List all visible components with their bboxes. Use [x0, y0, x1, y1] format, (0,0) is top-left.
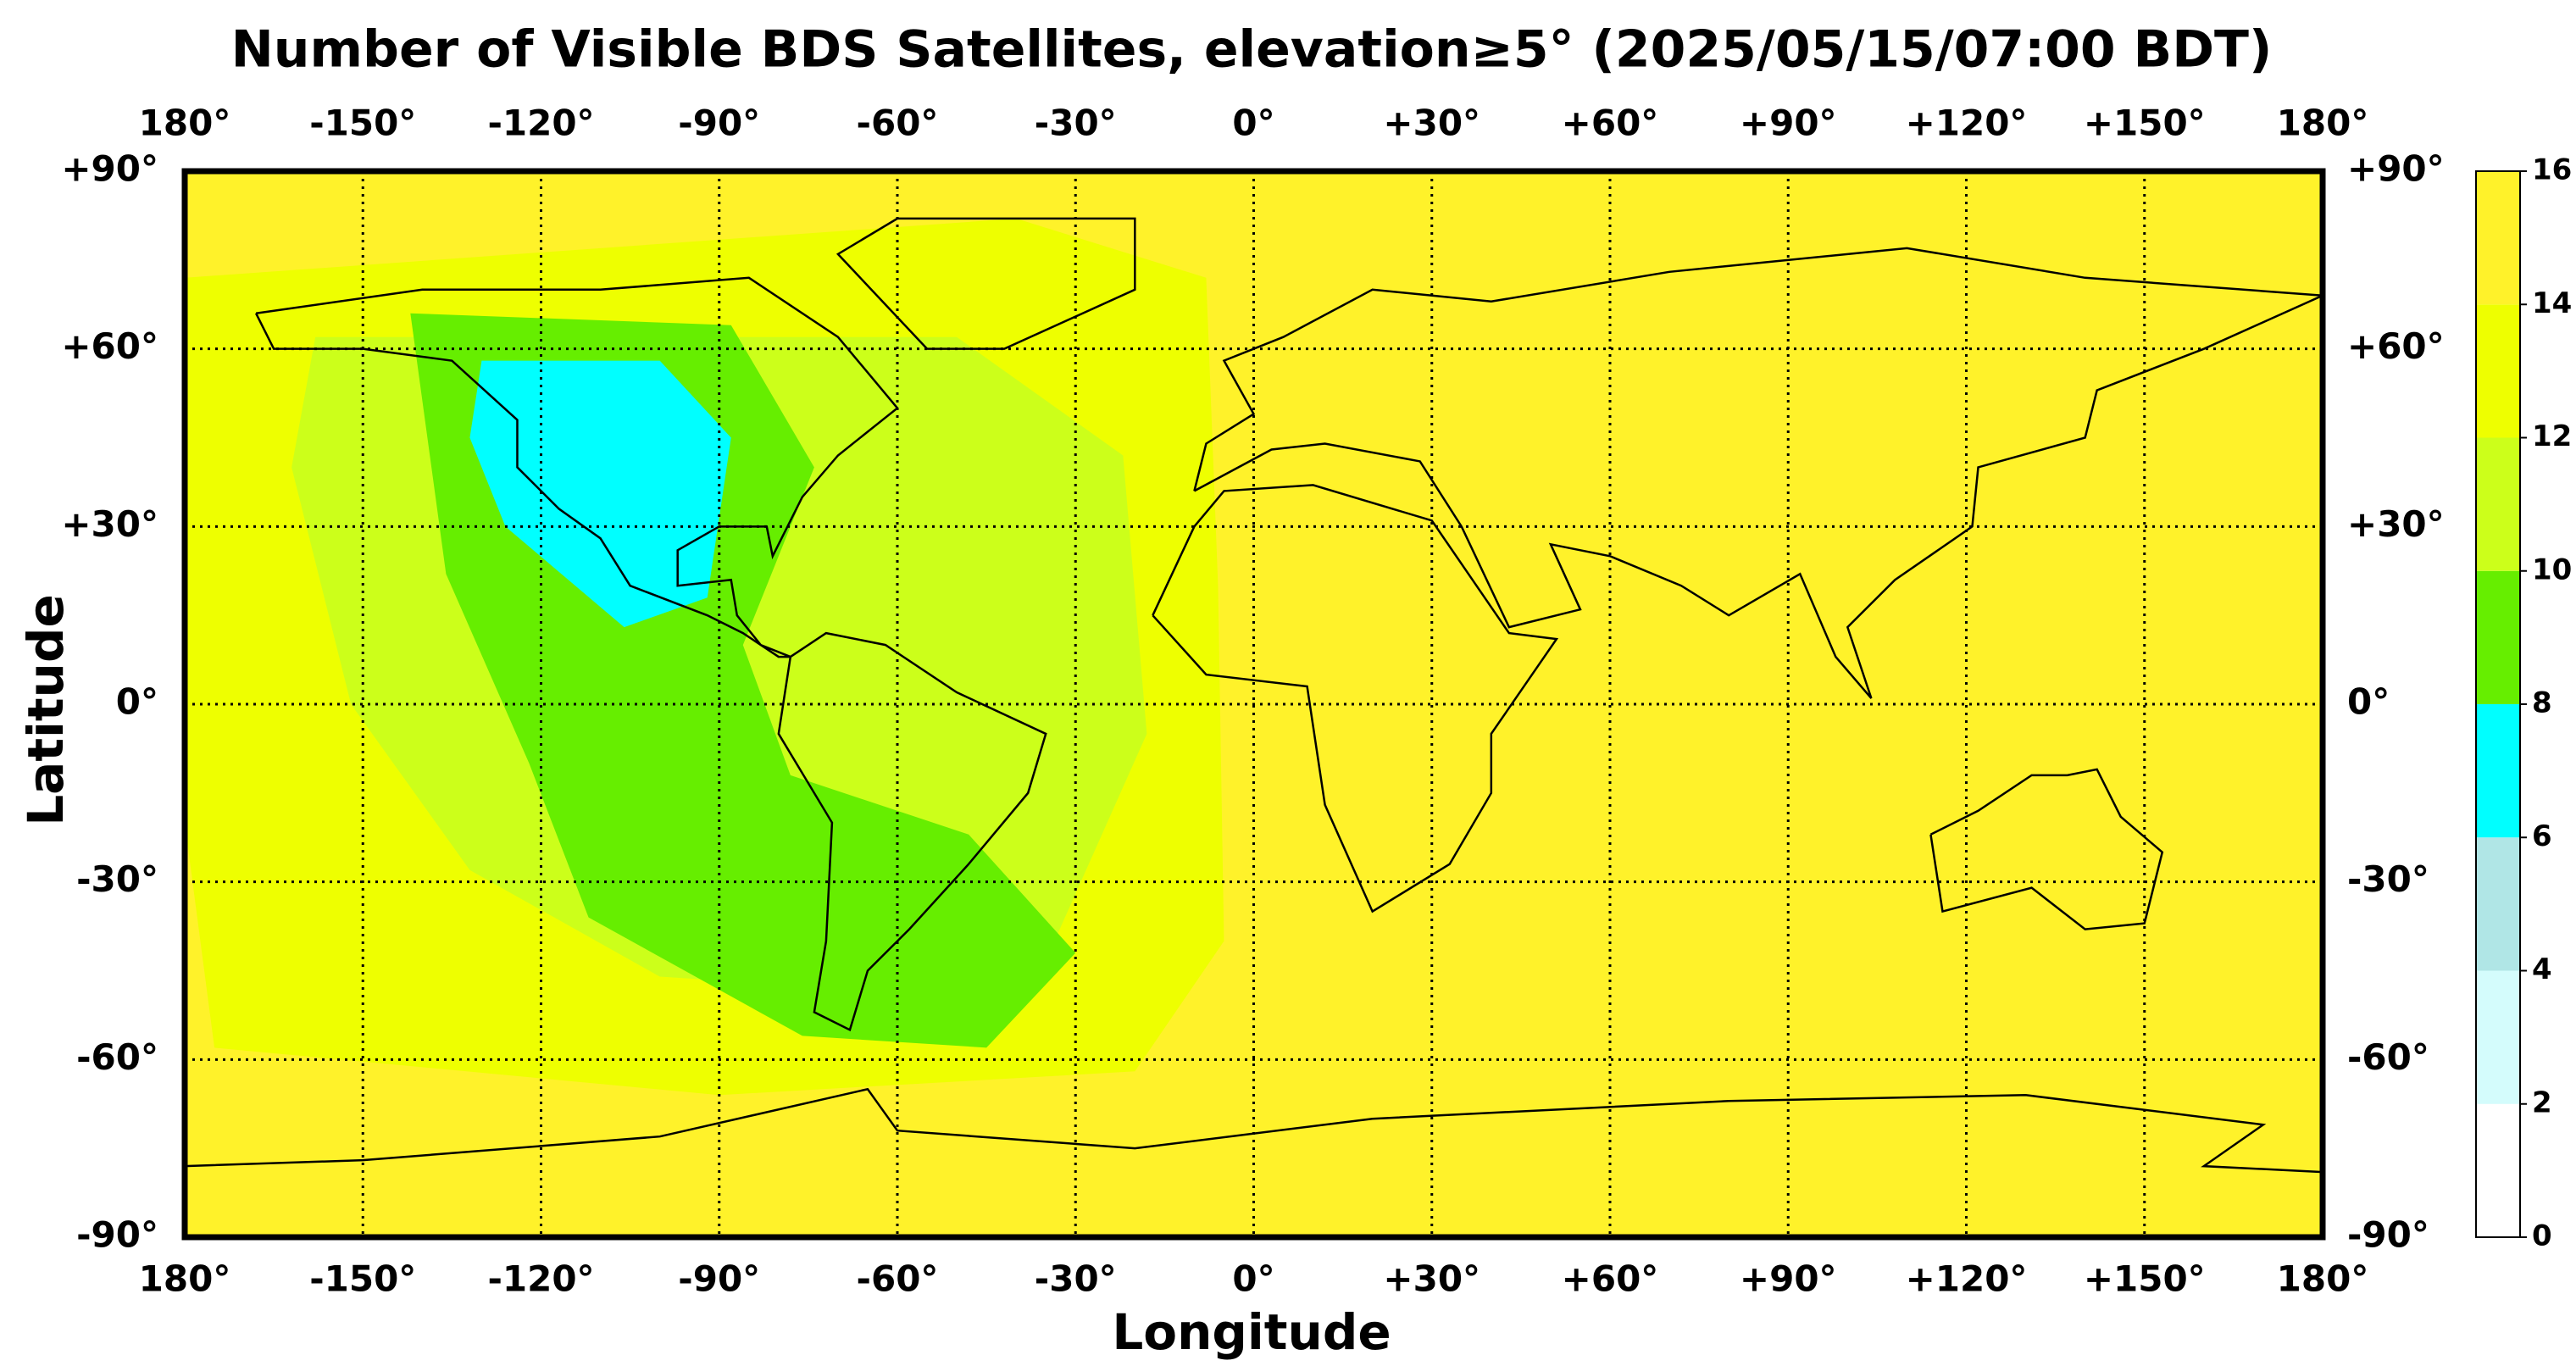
colorbar-band: [2476, 570, 2520, 704]
map-frame: [181, 168, 2326, 1241]
x-tick-label: -90°: [678, 1258, 760, 1300]
x-tick-label: +90°: [1740, 103, 1837, 144]
y-tick-label: 0°: [116, 681, 158, 723]
coastline: [254, 276, 899, 658]
colorbar-tick-label: 6: [2532, 819, 2552, 853]
y-tick-label: +60°: [61, 325, 158, 367]
x-tick-label: 180°: [2277, 103, 2369, 144]
colorbar-band: [2476, 970, 2520, 1104]
colorbar-tick-label: 12: [2532, 419, 2572, 453]
colorbar-tick-label: 16: [2532, 153, 2572, 187]
x-tick-label: +90°: [1740, 1258, 1837, 1300]
coastline: [777, 631, 1047, 1032]
x-tick-label: +30°: [1383, 1258, 1480, 1300]
colorbar-band: [2476, 704, 2520, 838]
x-tick-label: -150°: [309, 103, 416, 144]
y-tick-label: +30°: [61, 503, 158, 545]
y-tick-label: -90°: [76, 1214, 158, 1256]
coastline: [1193, 247, 2323, 699]
x-tick-label: +30°: [1383, 103, 1480, 144]
colorbar-band: [2476, 437, 2520, 571]
x-tick-label: -90°: [678, 103, 760, 144]
y-tick-label: +30°: [2347, 503, 2445, 545]
x-tick-label: -60°: [857, 103, 939, 144]
colorbar-tick-label: 8: [2532, 686, 2552, 720]
x-tick-label: -60°: [857, 1258, 939, 1300]
colorbar-tick-label: 14: [2532, 286, 2572, 320]
x-tick-label: +120°: [1906, 103, 2028, 144]
x-tick-label: +120°: [1906, 1258, 2028, 1300]
y-tick-label: -60°: [2347, 1036, 2429, 1078]
coastline: [1929, 768, 2164, 930]
colorbar-band: [2476, 837, 2520, 971]
x-tick-label: +150°: [2084, 1258, 2206, 1300]
field-region: [469, 360, 731, 628]
colorbar-band: [2476, 304, 2520, 438]
chart-title: Number of Visible BDS Satellites, elevat…: [231, 20, 2273, 80]
x-tick-label: 0°: [1232, 1258, 1274, 1300]
y-tick-label: -60°: [76, 1036, 158, 1078]
x-tick-label: 0°: [1232, 103, 1274, 144]
x-tick-label: -30°: [1035, 1258, 1117, 1300]
y-tick-label: +60°: [2347, 325, 2445, 367]
x-tick-label: -30°: [1035, 103, 1117, 144]
colorbar-tick-label: 4: [2532, 952, 2552, 986]
x-tick-label: -120°: [487, 1258, 594, 1300]
y-tick-label: -30°: [76, 858, 158, 900]
y-tick-label: +90°: [2347, 148, 2445, 190]
x-tick-label: +150°: [2084, 103, 2206, 144]
y-tick-label: -90°: [2347, 1214, 2429, 1256]
coastline: [836, 217, 1136, 350]
x-tick-label: +60°: [1562, 1258, 1659, 1300]
x-tick-label: -150°: [309, 1258, 416, 1300]
y-axis-label: Latitude: [17, 594, 75, 826]
coastline: [1152, 484, 1559, 913]
colorbar-tick-label: 0: [2532, 1219, 2552, 1253]
colorbar-tick-label: 10: [2532, 553, 2572, 586]
x-axis-label: Longitude: [1112, 1303, 1391, 1361]
x-tick-label: 180°: [2277, 1258, 2369, 1300]
x-tick-label: 180°: [139, 103, 231, 144]
colorbar-band: [2476, 1103, 2520, 1237]
x-tick-label: -120°: [487, 103, 594, 144]
colorbar-tick-label: 2: [2532, 1086, 2552, 1119]
x-tick-label: +60°: [1562, 103, 1659, 144]
y-tick-label: -30°: [2347, 858, 2429, 900]
y-tick-label: 0°: [2347, 681, 2390, 723]
x-tick-label: 180°: [139, 1258, 231, 1300]
y-tick-label: +90°: [61, 148, 158, 190]
colorbar-band: [2476, 171, 2520, 305]
